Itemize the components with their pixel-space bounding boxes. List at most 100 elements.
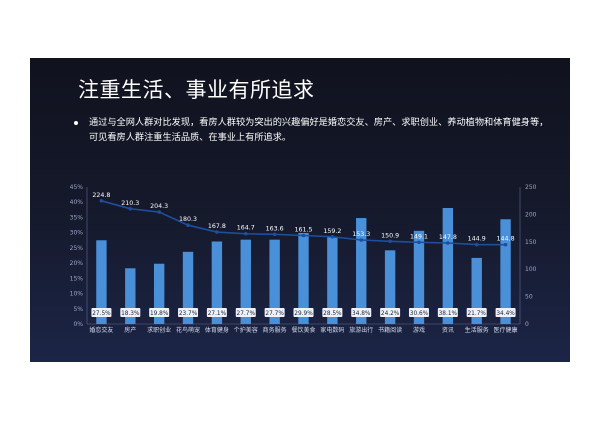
bar-value-label-box [466,308,487,317]
bar-value-label: 18.3% [121,311,140,317]
category-label: 资讯 [442,326,454,334]
line-value-label: 161.5 [294,226,312,233]
line-value-label: 153.3 [352,231,370,238]
bar-value-label: 27.7% [265,311,284,317]
bar [269,239,280,324]
line-point [417,240,421,245]
bar-value-label-box [91,308,112,317]
category-label: 医疗健康 [494,326,518,334]
bar-value-label: 28.5% [323,311,342,317]
bar-value-label: 27.5% [92,311,111,317]
left-axis-tick: 10% [70,291,84,298]
bar-value-label: 34.4% [496,311,515,317]
bar-value-label: 30.6% [410,311,429,317]
bar [240,239,251,324]
category-label: 游戏 [413,326,425,334]
slide-title: 注重生活、事业有所追求 [78,78,315,102]
category-label: 体育健身 [205,326,229,334]
bar [298,232,309,324]
bullet-text: 通过与全网人群对比发现，看房人群较为突出的兴趣偏好是婚恋交友、房产、求职创业、养… [89,117,549,143]
right-axis-tick: 100 [525,266,537,273]
bar [211,241,223,324]
right-axis-tick: 200 [525,211,537,218]
line-value-label: 167.8 [208,223,226,230]
bar-value-label-box [149,308,170,317]
category-label: 生活服务 [465,326,489,334]
bar-value-label-box [380,308,401,317]
bar-value-label-box [437,308,458,317]
category-label: 花鸟萌宠 [176,326,200,334]
category-label: 家电数码 [320,326,344,334]
bar-value-label: 27.7% [237,311,256,317]
line-value-label: 150.9 [381,232,399,239]
line-value-label: 164.7 [237,225,255,232]
interest-chart: 0% 5% 10% 15% 20% 25% 30% 35% 40% 45% 0 50 100 150 20… [70,184,537,334]
bar-value-label-box [351,308,372,317]
line-point [388,239,392,244]
line-point [186,223,190,227]
category-label: 商务服务 [263,326,287,334]
bar-value-label: 34.8% [352,311,371,317]
bar [356,218,367,324]
line-point [330,234,335,239]
line-value-label: 149.1 [410,233,428,240]
bar-value-label-box [293,308,314,317]
category-label: 书籍阅读 [378,326,402,334]
bar [327,237,338,324]
bar-value-label: 38.1% [439,311,458,317]
category-label: 餐饮美食 [291,326,315,334]
line-value-label: 144.8 [497,236,515,243]
line-point [128,206,133,211]
left-axis-tick: 15% [70,275,84,282]
bar [413,230,425,324]
left-axis-tick: 25% [70,245,84,252]
bar-value-label-box [178,308,199,317]
right-axis-tick: 0 [525,321,529,328]
bar-value-label: 23.7% [179,311,198,317]
line-point [243,231,248,236]
left-axis-tick: 30% [70,230,84,237]
line-point [503,242,508,247]
line-point [272,232,277,237]
bar-value-label-box [264,308,285,317]
line-value-label: 147.8 [439,234,457,241]
bar-value-label: 24.2% [381,311,400,317]
left-axis-tick: 45% [70,184,84,191]
bar-value-label-box [206,308,227,317]
line-value-label: 210.3 [121,200,139,207]
line-point [359,238,364,242]
bar-value-label: 21.7% [467,311,486,317]
bar [471,257,482,324]
bar-value-label-box [120,308,141,317]
right-axis-tick: 150 [525,239,537,246]
line-point [446,241,450,245]
bar [153,263,165,324]
bar-value-label: 27.1% [208,311,227,317]
line-value-label: 144.9 [468,236,486,243]
bar [442,208,454,324]
bar [96,240,107,324]
category-label: 旅游出行 [349,326,373,334]
line-value-label: 224.8 [92,192,110,199]
left-axis-tick: 40% [70,199,84,206]
line-value-label: 180.3 [179,216,197,223]
bar [125,268,136,324]
bar [384,250,396,324]
right-axis-tick: 250 [525,184,537,191]
bar [182,251,194,324]
category-label: 房产 [124,326,136,334]
line-value-label: 204.3 [150,203,168,210]
right-axis-tick: 50 [525,294,533,301]
line-point [215,230,219,234]
category-label: 求职创业 [147,326,171,334]
bullet-dot [74,121,78,125]
line-point [157,210,161,214]
line-value-label: 163.6 [266,225,284,232]
line-value-label: 159.2 [323,228,341,235]
left-axis-tick: 20% [70,260,84,267]
category-label: 婚恋交友 [89,326,113,334]
bar-value-label-box [235,308,256,317]
bar-value-label-box [495,308,516,317]
left-axis-tick: 0% [73,321,83,328]
line-point [99,199,104,203]
